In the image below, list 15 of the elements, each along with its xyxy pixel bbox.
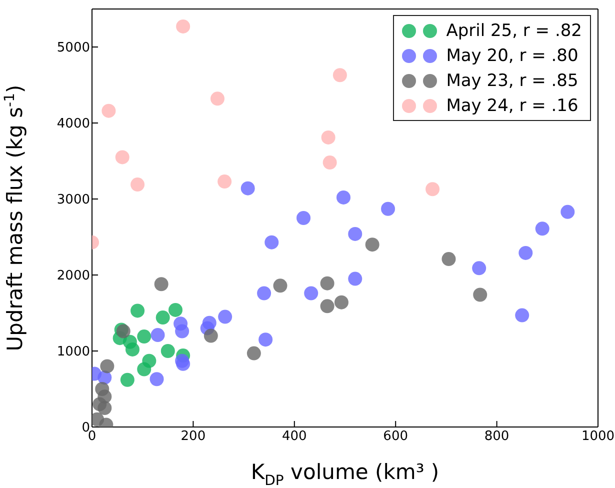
y-tick-label: 1000 [56,344,90,360]
y-tick-label: 2000 [56,268,90,284]
x-tick-label: 800 [484,429,510,444]
legend-label: May 24, r = .16 [446,96,578,116]
x-tick-label: 200 [180,429,206,444]
y-tick-label: 5000 [56,40,90,56]
y-tick-label: 3000 [56,192,90,208]
x-tick-label: 400 [282,429,307,444]
x-axis-title: K$_{DP}$ volume (km³ ) [250,460,440,488]
x-tick-label: 600 [383,429,408,444]
y-tick-label: 4000 [56,116,90,132]
legend-label: April 25, r = .82 [446,20,582,40]
legend-label: May 23, r = .85 [446,70,578,90]
legend-label: May 20, r = .80 [446,46,578,66]
x-tick-label: 1000 [581,429,615,444]
